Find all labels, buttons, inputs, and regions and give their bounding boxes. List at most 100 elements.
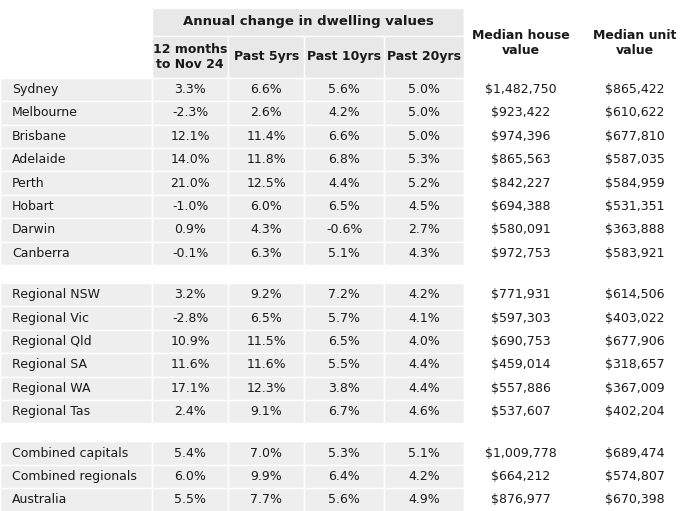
Bar <box>152 101 228 125</box>
Bar <box>384 36 464 78</box>
Bar <box>228 400 304 424</box>
Text: Regional Qld: Regional Qld <box>12 335 91 348</box>
Bar <box>304 78 384 101</box>
Text: $670,398: $670,398 <box>605 493 665 506</box>
Bar <box>152 171 228 195</box>
Text: 6.7%: 6.7% <box>328 405 361 418</box>
Bar <box>304 148 384 171</box>
Text: 2.7%: 2.7% <box>408 223 440 237</box>
Bar <box>0 36 152 78</box>
Bar <box>304 306 384 330</box>
Bar <box>578 400 692 424</box>
Bar <box>228 148 304 171</box>
Text: 5.1%: 5.1% <box>408 447 440 459</box>
Text: 5.2%: 5.2% <box>408 177 440 190</box>
Text: 2.4%: 2.4% <box>174 405 206 418</box>
Text: 4.1%: 4.1% <box>408 312 439 324</box>
Text: $677,906: $677,906 <box>605 335 665 348</box>
Text: 6.6%: 6.6% <box>329 130 360 143</box>
Bar <box>464 8 578 78</box>
Bar <box>152 125 228 148</box>
Bar <box>578 218 692 242</box>
Text: $972,753: $972,753 <box>491 247 551 260</box>
Text: 5.3%: 5.3% <box>328 447 361 459</box>
Bar <box>384 464 464 488</box>
Text: 6.0%: 6.0% <box>174 470 206 483</box>
Bar <box>578 195 692 218</box>
Bar <box>464 8 578 36</box>
Bar <box>578 442 692 464</box>
Bar <box>384 265 464 283</box>
Text: 12 months
to Nov 24: 12 months to Nov 24 <box>153 43 228 71</box>
Text: 6.6%: 6.6% <box>251 83 282 96</box>
Text: $537,607: $537,607 <box>491 405 551 418</box>
Bar <box>0 78 152 101</box>
Bar <box>304 330 384 353</box>
Text: 6.3%: 6.3% <box>251 247 282 260</box>
Text: Brisbane: Brisbane <box>12 130 67 143</box>
Bar <box>384 424 464 442</box>
Bar <box>228 377 304 400</box>
Bar <box>228 464 304 488</box>
Bar <box>464 78 578 101</box>
Text: 6.4%: 6.4% <box>329 470 360 483</box>
Bar <box>152 400 228 424</box>
Bar <box>0 148 152 171</box>
Bar <box>0 488 152 511</box>
Bar <box>384 101 464 125</box>
Text: Regional NSW: Regional NSW <box>12 288 100 301</box>
Text: Darwin: Darwin <box>12 223 56 237</box>
Bar <box>152 218 228 242</box>
Bar <box>152 8 464 36</box>
Text: $923,422: $923,422 <box>491 106 550 120</box>
Bar <box>464 377 578 400</box>
Text: $459,014: $459,014 <box>491 358 550 371</box>
Bar <box>384 242 464 265</box>
Bar <box>384 171 464 195</box>
Text: 6.8%: 6.8% <box>328 153 361 166</box>
Bar <box>384 353 464 377</box>
Bar <box>0 306 152 330</box>
Bar <box>0 242 152 265</box>
Text: 5.1%: 5.1% <box>328 247 361 260</box>
Bar <box>578 8 692 78</box>
Bar <box>304 424 384 442</box>
Bar <box>578 353 692 377</box>
Bar <box>578 377 692 400</box>
Bar <box>464 242 578 265</box>
Bar <box>152 195 228 218</box>
Text: $865,563: $865,563 <box>491 153 551 166</box>
Text: 7.7%: 7.7% <box>251 493 282 506</box>
Text: 2.6%: 2.6% <box>251 106 282 120</box>
Text: $584,959: $584,959 <box>605 177 665 190</box>
Bar <box>304 125 384 148</box>
Bar <box>0 442 152 464</box>
Bar <box>464 353 578 377</box>
Bar <box>578 242 692 265</box>
Text: $531,351: $531,351 <box>606 200 664 213</box>
Text: $574,807: $574,807 <box>605 470 665 483</box>
Text: Sydney: Sydney <box>12 83 58 96</box>
Bar <box>304 442 384 464</box>
Text: $363,888: $363,888 <box>605 223 665 237</box>
Text: $1,009,778: $1,009,778 <box>485 447 556 459</box>
Text: Regional WA: Regional WA <box>12 382 91 395</box>
Text: 4.3%: 4.3% <box>408 247 439 260</box>
Text: 5.7%: 5.7% <box>328 312 361 324</box>
Bar <box>228 36 304 78</box>
Text: 3.3%: 3.3% <box>174 83 206 96</box>
Text: 4.2%: 4.2% <box>408 288 439 301</box>
Bar <box>464 265 578 283</box>
Bar <box>0 377 152 400</box>
Text: $583,921: $583,921 <box>606 247 664 260</box>
Text: Combined regionals: Combined regionals <box>12 470 137 483</box>
Bar <box>228 195 304 218</box>
Bar <box>152 306 228 330</box>
Bar <box>384 195 464 218</box>
Text: 4.4%: 4.4% <box>408 382 439 395</box>
Text: 12.1%: 12.1% <box>170 130 210 143</box>
Bar <box>304 242 384 265</box>
Bar <box>464 400 578 424</box>
Text: 3.2%: 3.2% <box>174 288 206 301</box>
Bar <box>578 330 692 353</box>
